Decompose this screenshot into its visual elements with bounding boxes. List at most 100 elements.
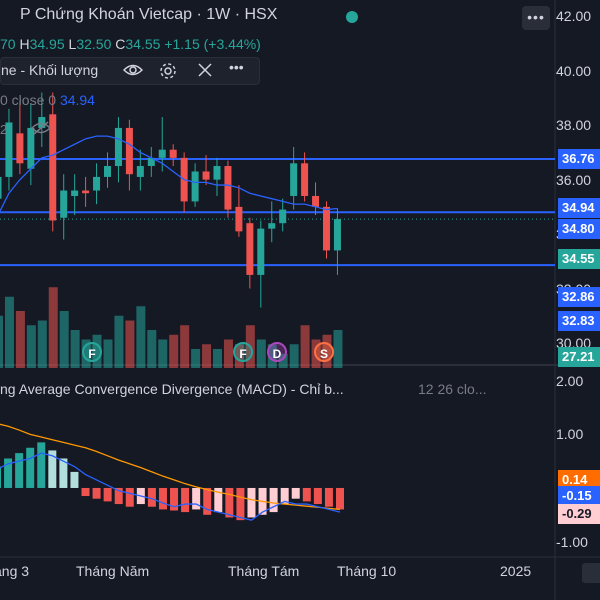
candle-body	[60, 190, 68, 218]
eye-off-icon[interactable]	[30, 120, 52, 140]
price-badge: 36.76	[558, 148, 600, 169]
macd-histogram-bar	[291, 487, 300, 499]
macd-histogram-bar	[236, 487, 245, 521]
candle-body	[246, 223, 254, 275]
macd-histogram-bar	[37, 442, 46, 488]
macd-axis-label: 2.00	[556, 372, 584, 389]
macd-axis-label: -1.00	[556, 533, 588, 550]
ma-legend: 0 close 0 34.94	[0, 92, 95, 108]
macd-badge: -0.15	[558, 486, 600, 506]
price-badge: 34.55	[558, 248, 600, 269]
volume-bar	[136, 306, 146, 368]
macd-histogram-bar	[103, 487, 112, 502]
time-axis-label: 2025	[500, 563, 532, 579]
volume-bar	[15, 311, 25, 368]
candle-body	[93, 176, 101, 191]
candle-body	[136, 166, 144, 177]
macd-histogram-bar	[81, 487, 90, 497]
event-marker-s[interactable]: S	[314, 342, 334, 362]
macd-histogram-bar	[324, 487, 333, 507]
event-marker-d[interactable]: D	[267, 342, 287, 362]
volume-bar	[114, 315, 124, 368]
candle-body	[268, 223, 276, 229]
macd-histogram-bar	[214, 487, 223, 513]
volume-bar	[278, 353, 288, 368]
macd-legend[interactable]: ng Average Convergence Divergence (MACD)…	[0, 381, 344, 397]
volume-bar	[26, 325, 36, 368]
price-badge: 32.86	[558, 286, 600, 307]
candle-body	[27, 127, 35, 169]
candle-body	[16, 133, 24, 164]
more-options-button[interactable]: •••	[522, 6, 550, 30]
macd-histogram-bar	[158, 487, 167, 510]
candle-body	[235, 206, 243, 232]
price-axis-label: 38.00	[556, 117, 592, 134]
time-axis-label: áng 3	[0, 563, 30, 579]
volume-bar	[191, 349, 201, 368]
candle-body	[312, 195, 320, 207]
chart-title: P Chứng Khoán Vietcap · 1W · HSX	[20, 6, 278, 23]
volume-bar	[180, 325, 190, 368]
candle-body	[38, 117, 46, 128]
volume-bar	[289, 344, 299, 368]
macd-histogram-bar	[192, 487, 201, 510]
volume-legend-label: ne - Khối lượng	[1, 62, 99, 78]
macd-histogram-bar	[0, 466, 1, 488]
candle-body	[125, 127, 133, 175]
macd-badge: 0.14	[558, 470, 600, 491]
volume-bar	[103, 339, 113, 368]
close-icon[interactable]	[197, 62, 213, 81]
macd-axis-label: 1.00	[556, 426, 584, 443]
candle-body	[279, 209, 287, 224]
volume-bar	[37, 320, 47, 368]
macd-histogram-bar	[125, 487, 134, 507]
volume-bar	[0, 315, 3, 368]
volume-bar	[223, 339, 233, 368]
event-marker-f[interactable]: F	[233, 342, 253, 362]
time-axis-label: Tháng 10	[337, 563, 397, 579]
macd-histogram-bar	[170, 487, 179, 511]
candle-body	[224, 166, 232, 210]
macd-params: 12 26 clo...	[418, 381, 487, 397]
market-status-dot	[346, 11, 358, 23]
more-icon[interactable]: •••	[229, 59, 244, 75]
time-axis-label: Tháng Tám	[228, 563, 300, 579]
ma-line	[0, 135, 338, 213]
macd-badge: -0.29	[558, 503, 600, 524]
axis-settings-button[interactable]	[582, 563, 600, 583]
eye-icon[interactable]	[122, 62, 144, 81]
candle-body	[213, 166, 221, 180]
macd-line	[0, 452, 341, 521]
volume-bar	[300, 325, 310, 368]
macd-histogram-bar	[203, 487, 212, 515]
price-badge: 27.21	[558, 346, 600, 367]
price-axis-label: 42.00	[556, 8, 592, 25]
candle-body	[290, 163, 298, 196]
price-badge: 34.80	[558, 218, 600, 239]
candle-body	[323, 206, 330, 251]
volume-legend[interactable]: ne - Khối lượng •••	[0, 57, 260, 85]
macd-histogram-bar	[181, 487, 190, 513]
volume-bar	[169, 334, 179, 368]
volume-bar	[202, 344, 212, 368]
candle-body	[158, 149, 166, 158]
macd-signal-line	[0, 423, 341, 511]
candle-body	[114, 127, 122, 167]
macd-histogram-bar	[147, 487, 156, 507]
macd-histogram-bar	[59, 458, 68, 488]
macd-histogram-bar	[336, 487, 344, 510]
event-marker-f[interactable]: F	[82, 342, 102, 362]
candle-body	[301, 163, 309, 196]
volume-bar	[48, 287, 58, 368]
candle-body	[202, 171, 210, 180]
volume-bar	[213, 349, 222, 368]
price-badge: 32.83	[558, 311, 600, 332]
macd-histogram-bar	[225, 487, 234, 518]
volume-bar	[333, 330, 343, 368]
volume-bar	[59, 311, 69, 368]
gear-icon[interactable]	[159, 62, 177, 83]
candle-body	[169, 149, 177, 158]
macd-histogram-bar	[48, 450, 57, 488]
candle-body	[5, 122, 13, 177]
